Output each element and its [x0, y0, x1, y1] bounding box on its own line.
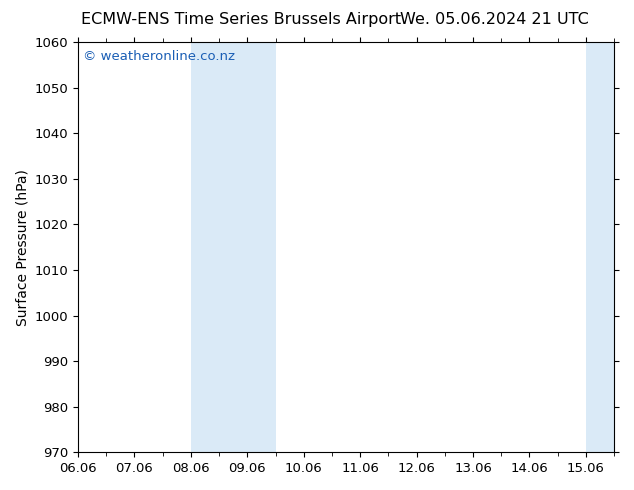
Bar: [586, 42, 614, 452]
Text: ECMW-ENS Time Series Brussels Airport: ECMW-ENS Time Series Brussels Airport: [81, 12, 401, 27]
Bar: [191, 42, 219, 452]
Text: © weatheronline.co.nz: © weatheronline.co.nz: [84, 50, 235, 63]
Text: We. 05.06.2024 21 UTC: We. 05.06.2024 21 UTC: [400, 12, 589, 27]
Y-axis label: Surface Pressure (hPa): Surface Pressure (hPa): [15, 169, 29, 325]
Bar: [219, 42, 276, 452]
